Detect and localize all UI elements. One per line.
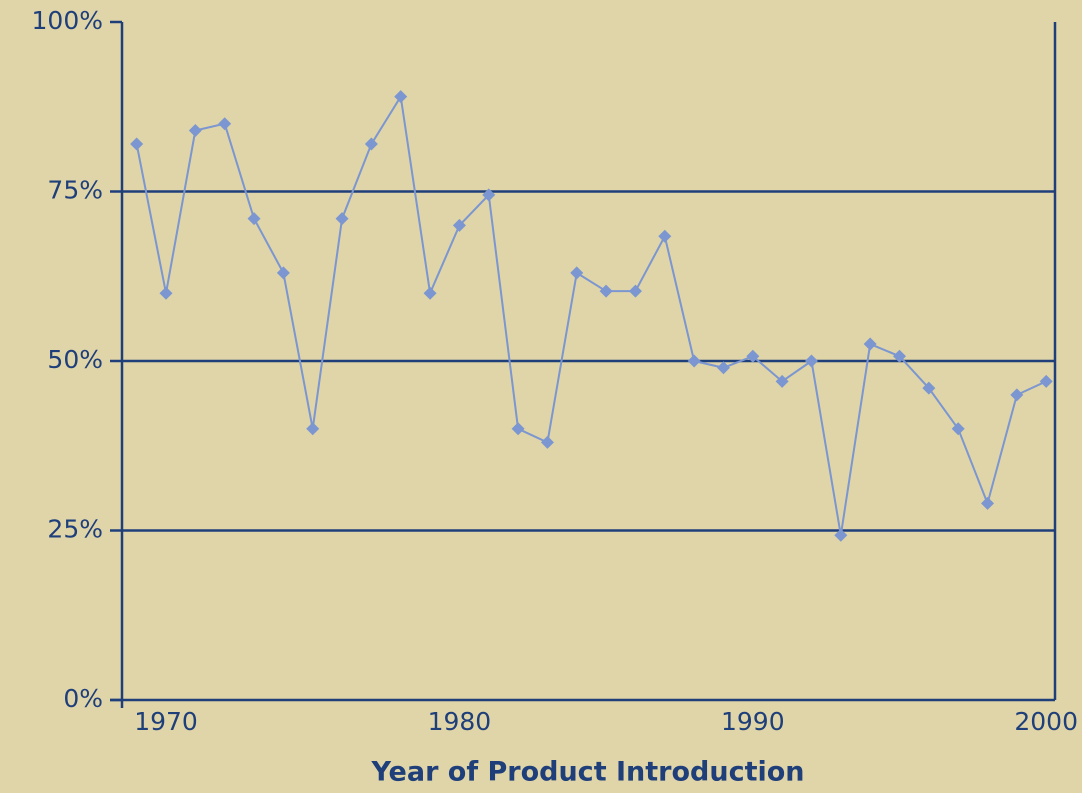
data-point	[863, 337, 877, 351]
data-point	[746, 349, 760, 363]
data-point	[423, 286, 437, 300]
data-point	[247, 212, 261, 226]
x-tick-label: 1970	[134, 707, 198, 736]
data-point	[599, 284, 613, 298]
x-tick-label: 2000	[1014, 707, 1078, 736]
data-point	[364, 137, 378, 151]
y-tick-label: 25%	[47, 515, 103, 544]
data-point	[130, 137, 144, 151]
data-point	[540, 435, 554, 449]
y-tick-label: 75%	[47, 176, 103, 205]
data-point	[394, 90, 408, 104]
data-point	[511, 422, 525, 436]
data-point	[452, 218, 466, 232]
data-point	[834, 528, 848, 542]
data-point	[716, 361, 730, 375]
data-point	[1010, 388, 1024, 402]
x-tick-label: 1980	[428, 707, 492, 736]
data-point	[482, 188, 496, 202]
data-line	[135, 93, 1047, 536]
x-axis-title: Year of Product Introduction	[370, 757, 804, 788]
data-point	[922, 381, 936, 395]
data-point	[981, 496, 995, 510]
x-tick-label: 1990	[721, 707, 785, 736]
y-tick-label: 50%	[47, 345, 103, 374]
data-point	[276, 266, 290, 280]
data-point	[628, 284, 642, 298]
data-point	[1039, 374, 1053, 388]
data-point	[159, 286, 173, 300]
data-point	[893, 349, 906, 363]
data-point	[951, 422, 965, 436]
y-tick-label: 100%	[32, 6, 103, 35]
data-point	[658, 229, 672, 243]
data-point	[570, 266, 584, 280]
data-point	[804, 354, 818, 368]
data-point	[335, 212, 349, 226]
data-point	[218, 117, 232, 131]
data-point	[775, 374, 789, 388]
y-tick-label: 0%	[63, 684, 103, 713]
data-point	[306, 422, 320, 436]
data-point	[687, 354, 701, 368]
data-point	[188, 123, 202, 137]
